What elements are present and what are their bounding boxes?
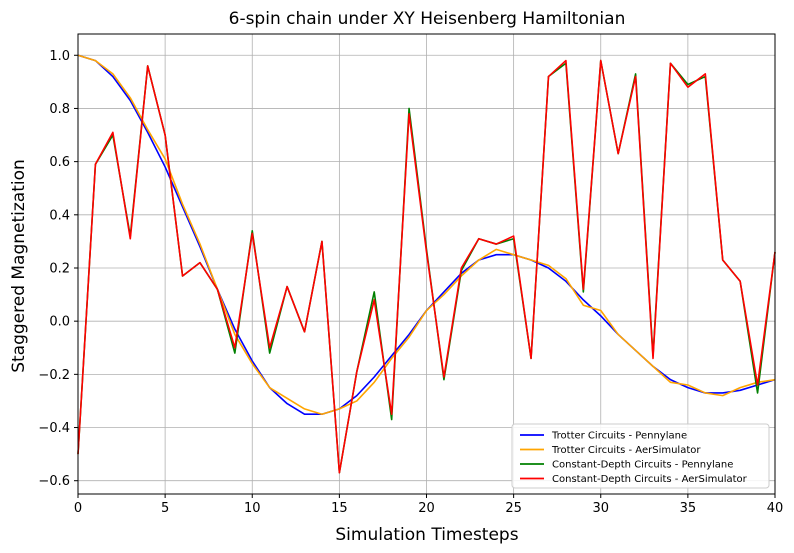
y-axis-label: Staggered Magnetization bbox=[9, 159, 29, 373]
x-tick-label: 25 bbox=[505, 501, 522, 516]
y-tick-label: 1.0 bbox=[49, 49, 70, 64]
y-tick-label: 0.6 bbox=[49, 155, 70, 170]
y-tick-label: 0.2 bbox=[49, 261, 70, 276]
legend-entry: Trotter Circuits - AerSimulator bbox=[551, 445, 701, 456]
y-tick-label: 0.0 bbox=[49, 315, 70, 330]
chart-title: 6-spin chain under XY Heisenberg Hamilto… bbox=[229, 9, 626, 29]
y-tick-label: 0.4 bbox=[49, 208, 70, 223]
series-line-4 bbox=[77, 59, 776, 474]
x-tick-label: 30 bbox=[592, 501, 609, 516]
legend-entry: Constant-Depth Circuits - Pennylane bbox=[552, 460, 733, 471]
x-tick-label: 0 bbox=[74, 501, 82, 516]
x-tick-label: 5 bbox=[161, 501, 169, 516]
series-lines bbox=[77, 54, 776, 474]
legend-entry: Trotter Circuits - Pennylane bbox=[551, 431, 687, 442]
x-tick-label: 10 bbox=[244, 501, 261, 516]
x-tick-label: 40 bbox=[767, 501, 784, 516]
x-tick-label: 15 bbox=[331, 501, 348, 516]
x-axis-label: Simulation Timesteps bbox=[335, 525, 518, 545]
x-tick-label: 35 bbox=[680, 501, 697, 516]
x-tick-label: 20 bbox=[418, 501, 435, 516]
y-tick-label: 0.8 bbox=[49, 102, 70, 117]
axis-ticks: 0 5 10 15 20 25 30 35 40 −0.6 −0.4 −0.2 0.0 0.2 0.4 0.6… bbox=[38, 49, 783, 516]
y-tick-label: −0.2 bbox=[38, 368, 70, 383]
legend-entry: Constant-Depth Circuits - AerSimulator bbox=[552, 474, 748, 485]
y-tick-label: −0.4 bbox=[38, 421, 70, 436]
legend: Trotter Circuits - Pennylane Trotter Circ… bbox=[511, 423, 770, 489]
y-tick-label: −0.6 bbox=[38, 474, 70, 489]
legend-box bbox=[511, 423, 770, 489]
series-line-2 bbox=[77, 54, 776, 416]
